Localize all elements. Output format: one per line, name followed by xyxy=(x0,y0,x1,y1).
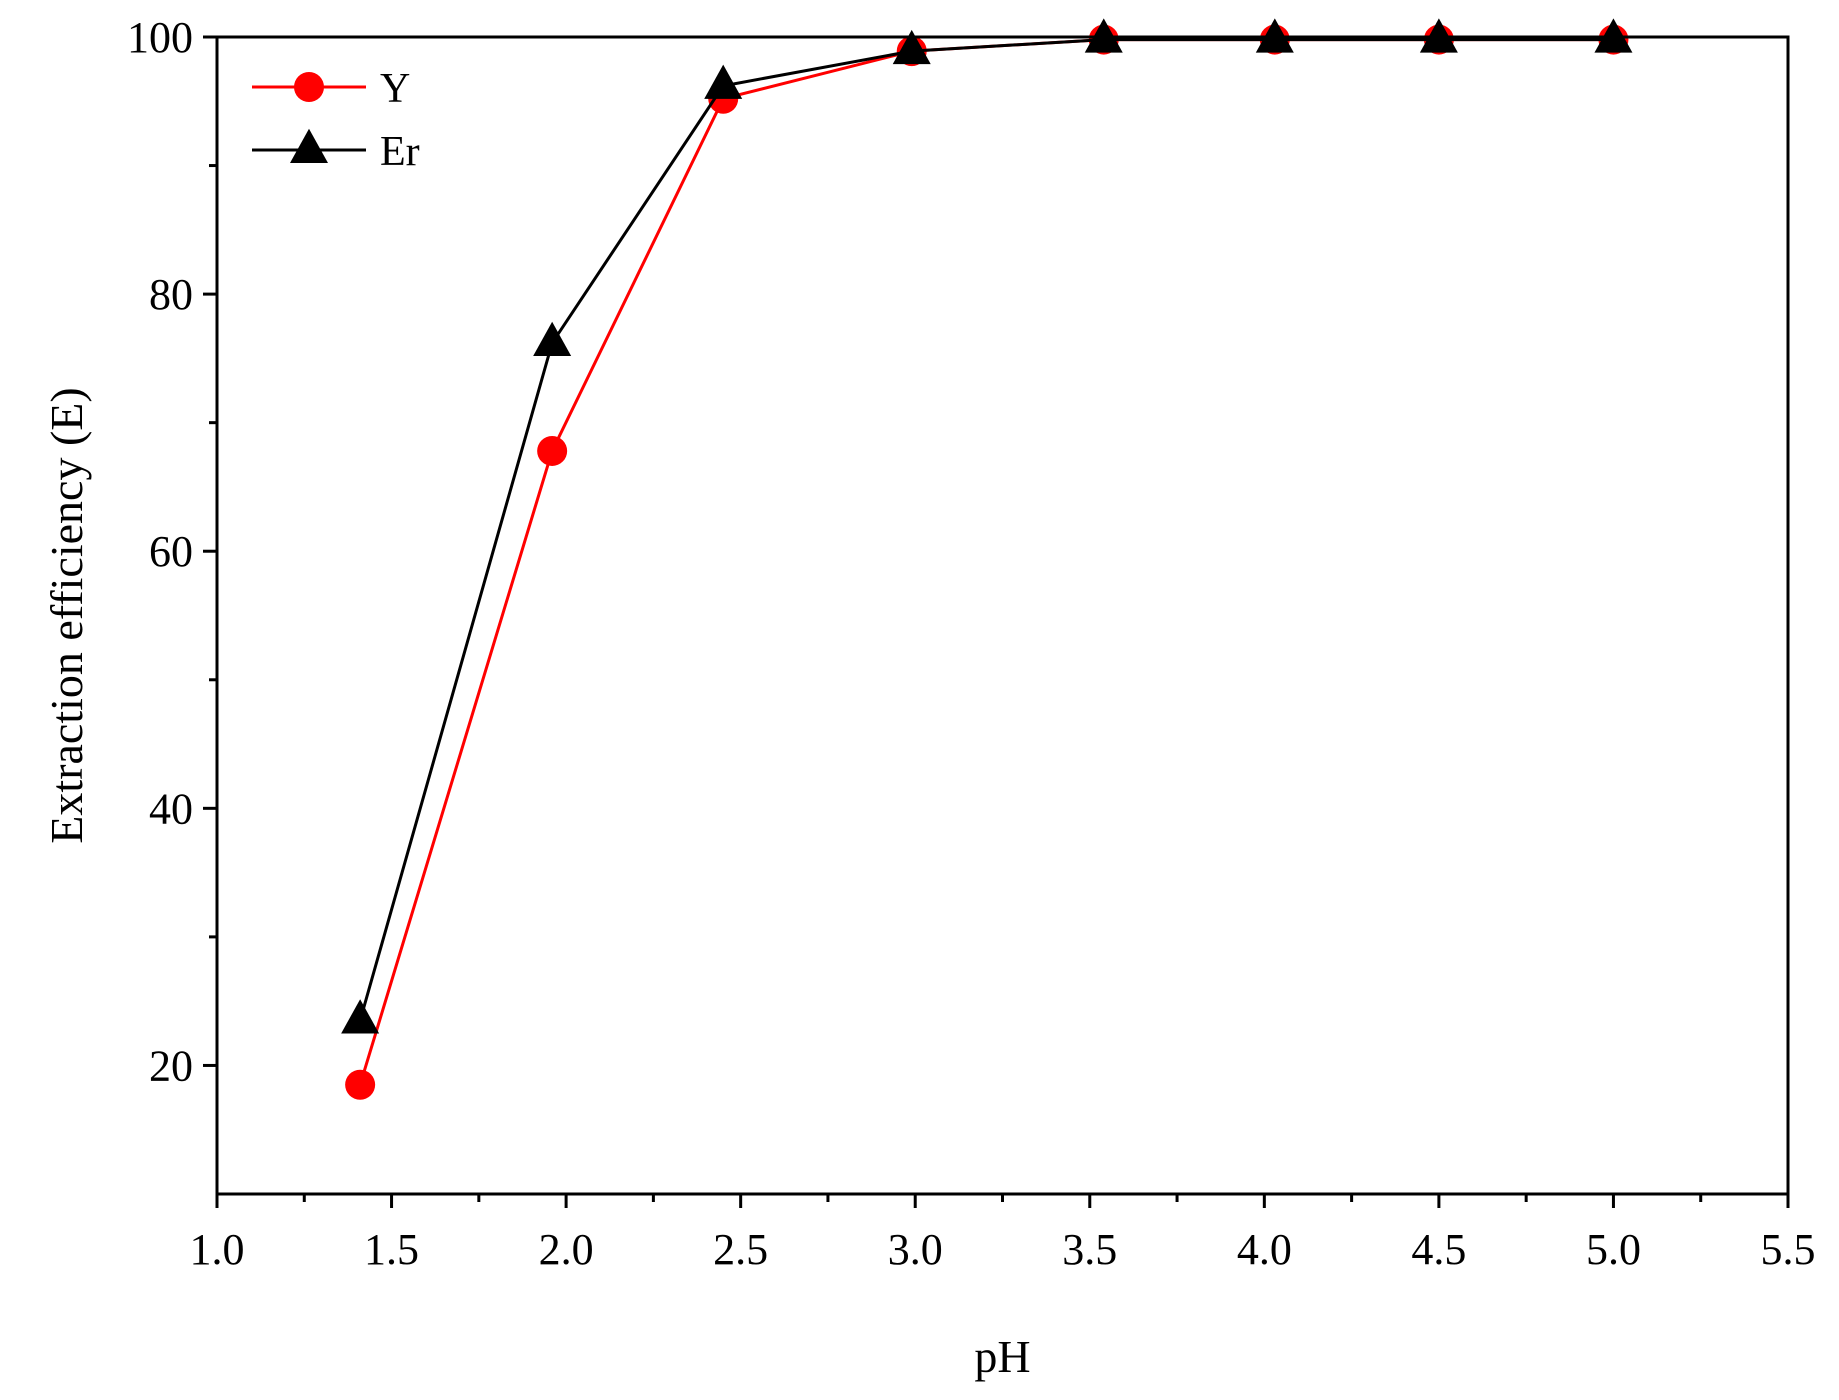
legend-marker xyxy=(290,128,328,163)
x-tick-label: 5.5 xyxy=(1761,1225,1816,1274)
series-line xyxy=(358,38,1614,1021)
legend-item: Er xyxy=(252,128,420,175)
legend-item: Y xyxy=(252,66,410,112)
legend: Y Er xyxy=(252,66,420,175)
x-tick-label: 3.5 xyxy=(1062,1225,1117,1274)
x-tick-label: 1.5 xyxy=(364,1225,419,1274)
series-er xyxy=(341,18,1633,1034)
x-axis-title: pH xyxy=(974,1331,1030,1382)
y-axis-title: Extraction efficiency (E) xyxy=(41,387,92,843)
data-point xyxy=(341,999,380,1034)
y-tick-label: 60 xyxy=(149,527,193,576)
data-point xyxy=(533,321,572,356)
axis-ticks: 1.0 1.5 2.0 2.5 3.0 3.5 4.0 4.5 5.0 5.5 20 40 60 80 10… xyxy=(127,13,1816,1274)
y-tick-label: 80 xyxy=(149,270,193,319)
x-tick-label: 2.5 xyxy=(713,1225,768,1274)
data-point xyxy=(1594,18,1633,53)
legend-label: Y xyxy=(380,66,410,112)
data-point xyxy=(1084,18,1123,53)
y-tick-label: 100 xyxy=(127,13,193,62)
y-tick-label: 20 xyxy=(149,1041,193,1090)
data-point xyxy=(537,435,568,466)
x-tick-label: 5.0 xyxy=(1586,1225,1641,1274)
y-tick-label: 40 xyxy=(149,784,193,833)
x-tick-label: 4.0 xyxy=(1237,1225,1292,1274)
x-tick-label: 4.5 xyxy=(1411,1225,1466,1274)
legend-marker xyxy=(294,72,324,102)
series-y xyxy=(345,24,1629,1100)
data-point xyxy=(892,29,931,65)
data-point xyxy=(345,1069,376,1100)
x-tick-label: 3.0 xyxy=(888,1225,943,1274)
series-line xyxy=(358,38,1614,1086)
data-point xyxy=(1419,18,1458,53)
x-tick-label: 2.0 xyxy=(539,1225,594,1274)
data-point xyxy=(704,64,743,99)
data-point xyxy=(1255,18,1294,53)
legend-label: Er xyxy=(380,129,420,175)
plot-frame xyxy=(215,35,1790,1196)
x-tick-label: 1.0 xyxy=(190,1225,245,1274)
plot-series xyxy=(341,18,1633,1100)
